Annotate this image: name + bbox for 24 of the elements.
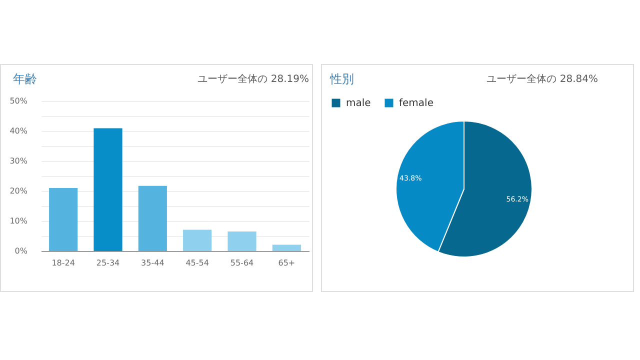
x-tick-label: 65+ <box>278 258 296 268</box>
bar <box>49 188 78 251</box>
x-tick-label: 55-64 <box>230 258 254 268</box>
bar <box>272 244 301 251</box>
legend-label: male <box>346 98 371 109</box>
y-tick-label: 20% <box>10 186 28 196</box>
y-tick-label: 10% <box>10 216 28 226</box>
bar <box>183 230 212 251</box>
text: ユーザー全体の 28.19% <box>198 73 309 85</box>
legend-label: female <box>399 98 434 109</box>
x-tick-label: 45-54 <box>186 258 209 268</box>
y-tick-label: 30% <box>10 156 28 166</box>
y-tick-label: 50% <box>10 96 28 106</box>
y-tick-label: 40% <box>10 126 28 136</box>
chart-title: 性別 <box>329 72 354 86</box>
x-tick-label: 35-44 <box>141 258 164 268</box>
x-tick-label: 18-24 <box>52 258 75 268</box>
bar <box>228 232 256 251</box>
x-tick-label: 25-34 <box>96 258 120 268</box>
chart-title: 年齢 <box>13 72 37 86</box>
y-tick-label: 0% <box>14 246 28 256</box>
text: ユーザー全体の 28.84% <box>486 73 598 85</box>
bar <box>94 128 122 251</box>
bar <box>138 186 167 251</box>
